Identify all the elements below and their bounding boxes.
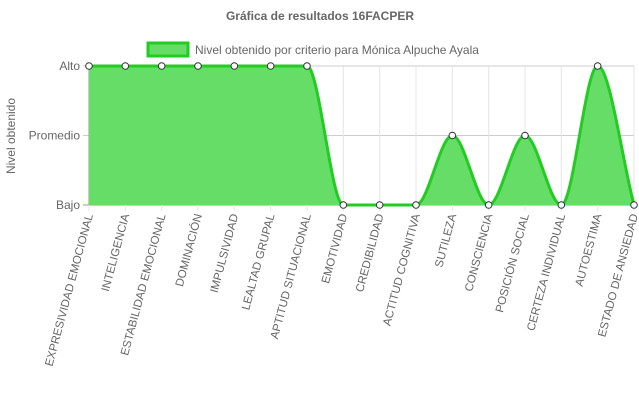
x-tick-label: POSICIÓN SOCIAL: [493, 212, 532, 314]
data-point-14[interactable]: [593, 62, 602, 70]
data-point-12[interactable]: [521, 131, 529, 140]
y-axis-label: Nivel obtenido: [4, 98, 18, 174]
x-tick-label: APTITUD SITUACIONAL: [269, 212, 314, 340]
data-point-7[interactable]: [339, 201, 348, 209]
x-tick-label: INTELIGENCIA: [100, 212, 132, 293]
data-point-15[interactable]: [630, 201, 638, 209]
y-ticks: Bajo Promedio Alto: [29, 59, 81, 212]
data-points: [85, 62, 638, 209]
data-point-5[interactable]: [266, 62, 275, 70]
x-ticks: EXPRESIVIDAD EMOCIONAL INTELIGENCIAESTABI…: [44, 212, 639, 368]
data-point-0[interactable]: [85, 62, 93, 70]
x-tick-label: ESTADO DE ANSIEDAD: [596, 213, 639, 339]
legend-swatch: [146, 41, 190, 58]
x-tick-label: CREDIBILIDAD: [354, 213, 386, 294]
series-area: [89, 66, 634, 205]
x-tick-label: AUTOESTIMA: [574, 212, 605, 287]
data-point-2[interactable]: [157, 62, 166, 70]
x-tick-label: EXPRESIVIDAD EMOCIONAL: [44, 212, 96, 368]
legend[interactable]: Nivel obtenido por criterio para Mónica …: [146, 41, 479, 58]
y-tick-label: Alto: [59, 59, 80, 73]
data-point-6[interactable]: [303, 62, 311, 70]
data-point-13[interactable]: [557, 201, 566, 209]
x-tick-label: CONSCIENCIA: [463, 212, 495, 293]
data-point-3[interactable]: [194, 62, 202, 70]
legend-label: Nivel obtenido por criterio para Mónica …: [195, 43, 479, 57]
x-tick-label: IMPULSIVIDAD: [209, 213, 242, 295]
y-tick-label: Bajo: [56, 198, 80, 212]
x-tick-label: EMOTIVIDAD: [320, 213, 350, 285]
x-tick-label: ACTITUD COGNITIVA: [381, 212, 423, 327]
data-point-11[interactable]: [484, 201, 493, 209]
data-point-8[interactable]: [375, 201, 384, 209]
data-point-4[interactable]: [230, 62, 239, 70]
chart-title: Gráfica de resultados 16FACPER: [226, 9, 414, 23]
x-tick-label: DOMINACIÓN: [173, 212, 205, 288]
data-point-1[interactable]: [121, 62, 130, 70]
data-point-10[interactable]: [448, 131, 457, 140]
x-tick-label: CERTEZA INDIVIDUAL: [525, 212, 568, 332]
x-tick-label: LEALTAD GRUPAL: [240, 212, 277, 311]
y-tick-label: Promedio: [29, 129, 81, 143]
data-point-9[interactable]: [412, 201, 420, 209]
x-tick-label: SUTILEZA: [433, 212, 459, 269]
